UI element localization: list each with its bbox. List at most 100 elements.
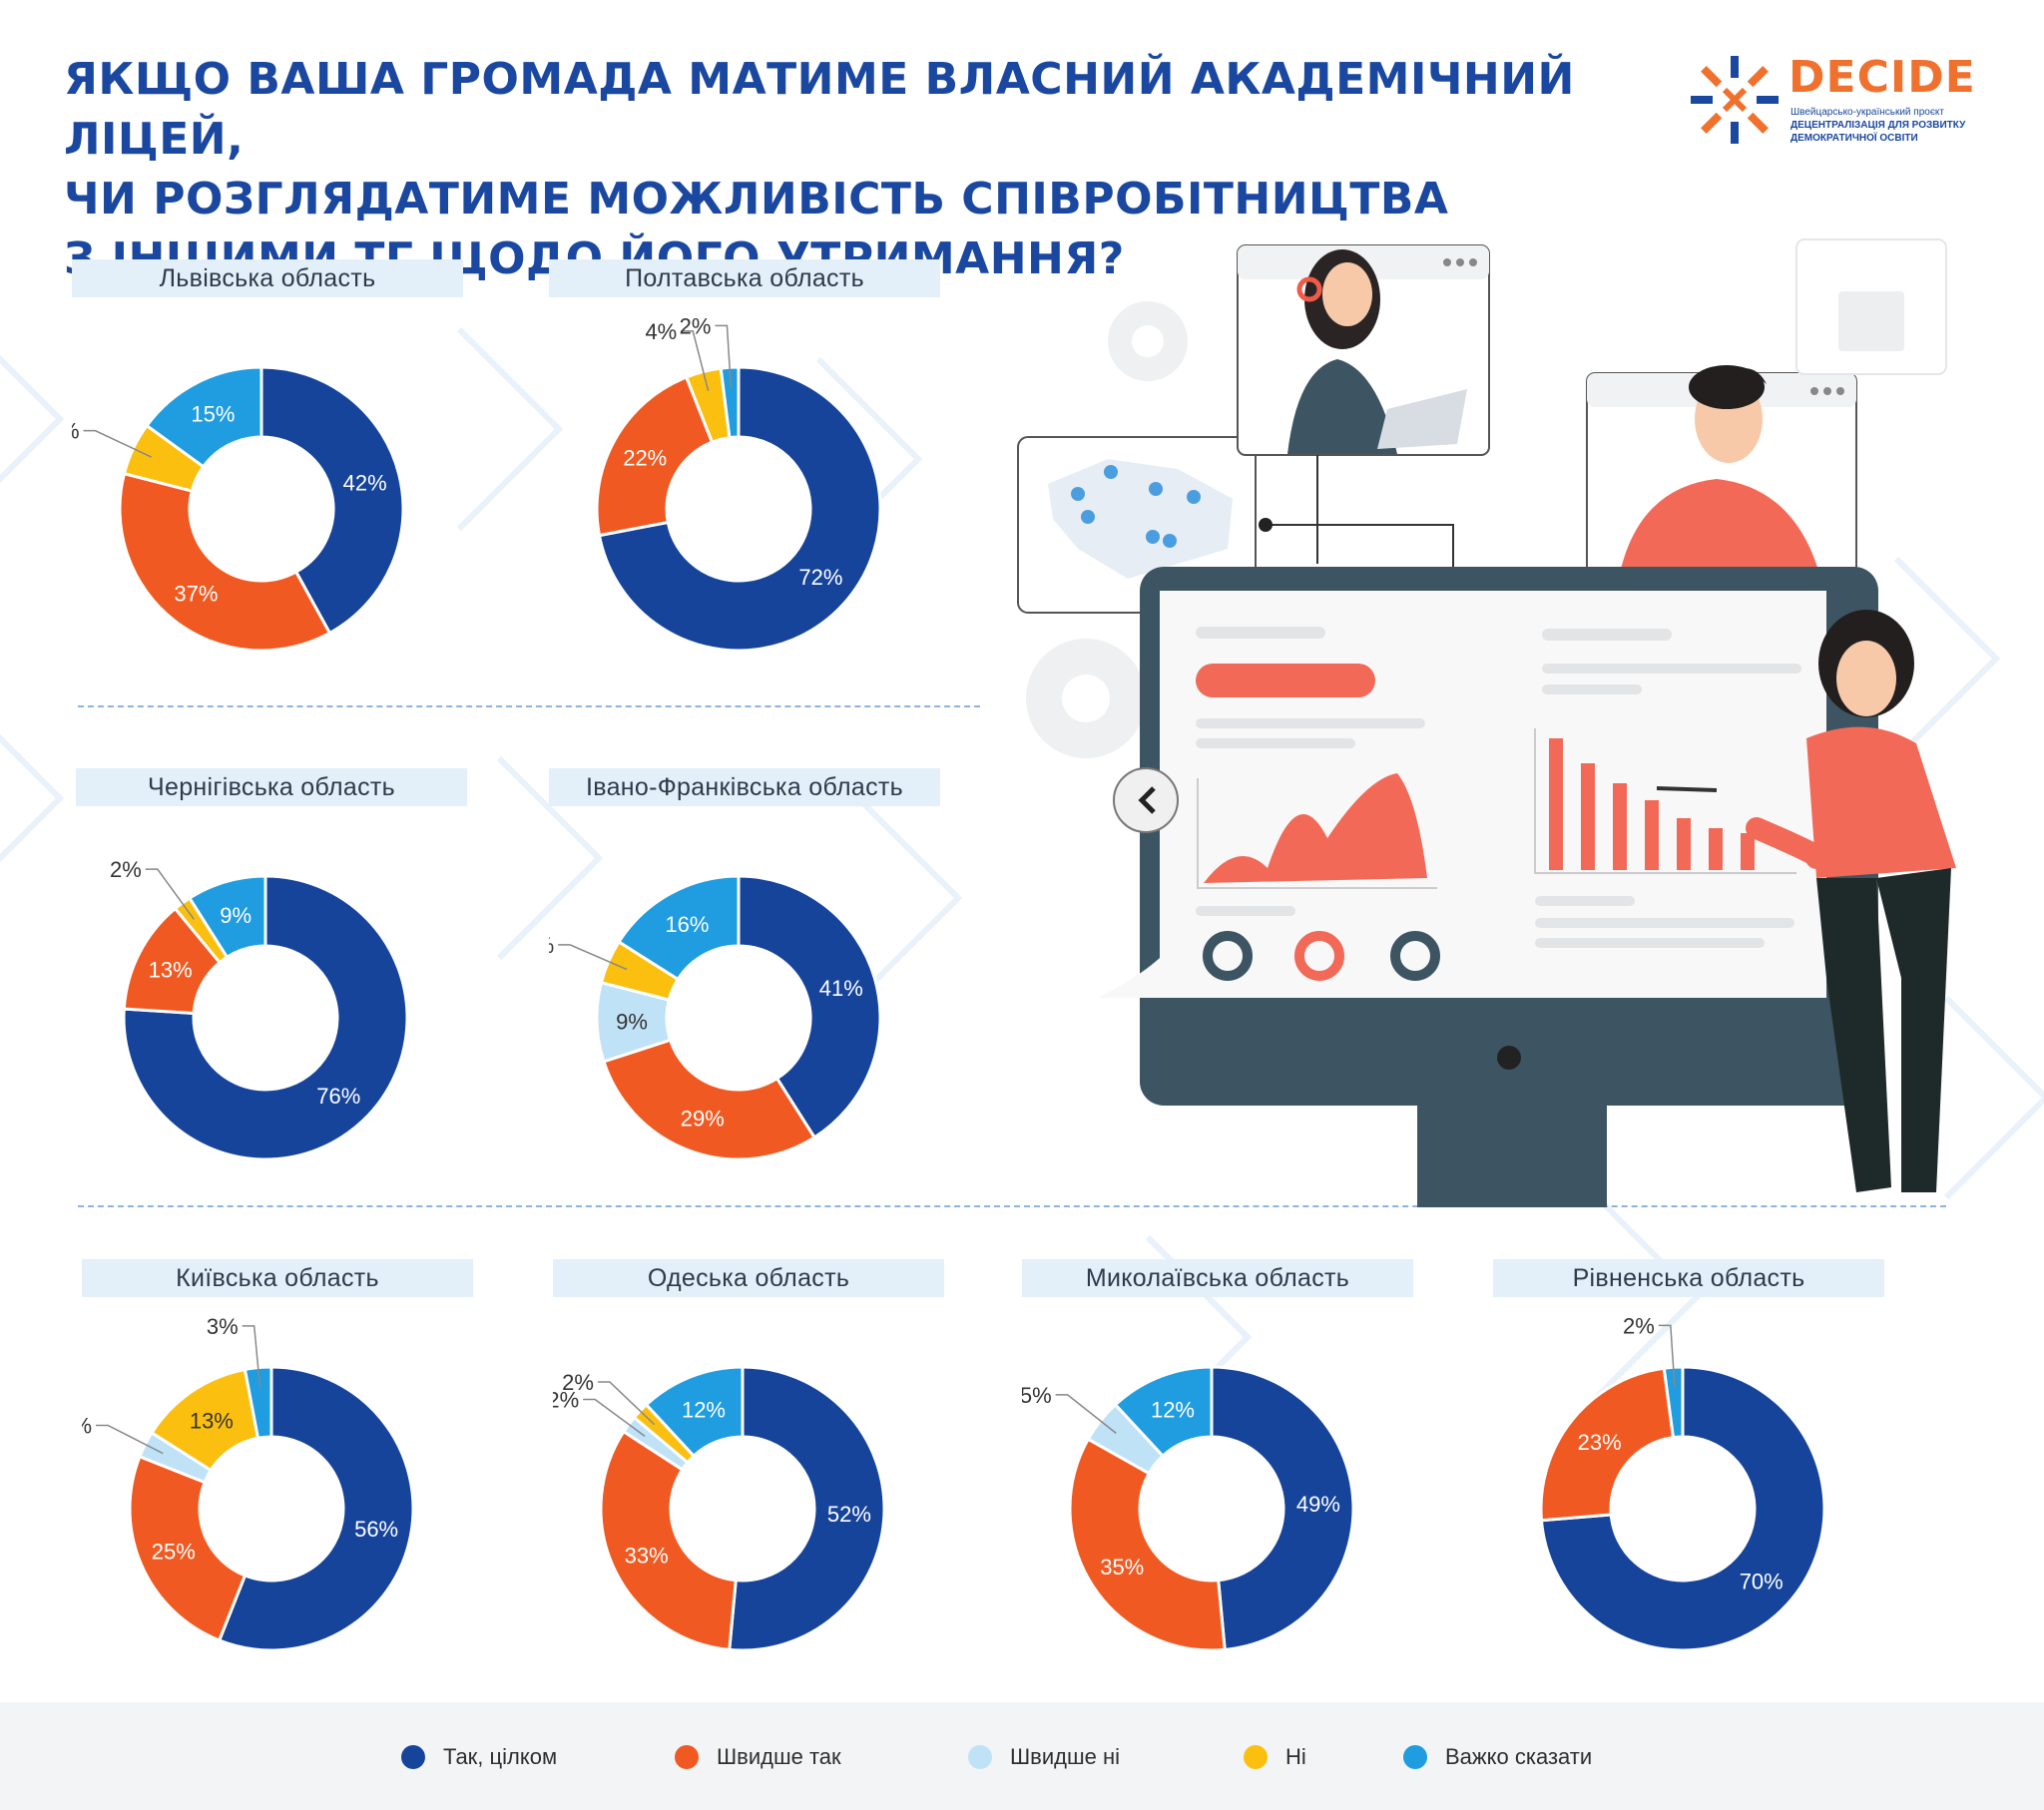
data-label: 2% [110, 857, 142, 882]
slice-так-цілком [1210, 1365, 1355, 1652]
data-label: 23% [1578, 1430, 1622, 1455]
legend-label: Так, цілком [443, 1744, 558, 1769]
donut-svg: 49% 35% 5% 12% [1022, 1365, 1355, 1652]
donut-svg: 56% 25% 3% 13% 3% [82, 1314, 415, 1652]
donut-chart-poltava: Полтавська область 72% 22% 4% 2% [549, 259, 948, 659]
data-label: 56% [354, 1517, 398, 1542]
data-label: 15% [191, 402, 235, 427]
donut-chart-kyiv: Київська область 56% 25% 3% 13% 3% [82, 1259, 481, 1658]
leader-line [1055, 1394, 1117, 1434]
legend-swatch [675, 1745, 699, 1769]
data-label: 2% [553, 1387, 579, 1412]
donut-svg: 70% 23% 2% [1539, 1313, 1826, 1652]
data-label: 4% [645, 319, 677, 344]
data-label: 2% [1623, 1313, 1655, 1338]
slice-важко-сказати [243, 1365, 273, 1441]
slice-так-цілком [728, 1365, 886, 1652]
data-label: 12% [682, 1397, 726, 1422]
legend-swatch [1244, 1745, 1268, 1769]
data-label: 72% [798, 565, 842, 590]
donut-chart-mykolaiv: Миколаївська область 49% 35% 5% 12% [1022, 1259, 1421, 1658]
data-label: 9% [220, 903, 252, 928]
slice-швидше-так [1068, 1437, 1227, 1652]
leader-line [558, 944, 628, 971]
region-label: Львівська область [72, 259, 463, 297]
slice-швидше-так [595, 375, 715, 538]
slice-так-цілком [217, 1365, 415, 1652]
logo-subtitle-line-2: ДЕЦЕНТРАЛІЗАЦІЯ ДЛЯ РОЗВИТКУ [1790, 120, 1966, 131]
legend-swatch [1403, 1745, 1427, 1769]
data-label: 9% [616, 1009, 648, 1034]
slice-так-цілком [122, 874, 409, 1161]
data-label: 5% [1022, 1383, 1052, 1408]
data-label: 3% [207, 1314, 239, 1339]
slice-швидше-так [1539, 1366, 1676, 1523]
donut-svg: 52% 33% 2%2% 12% [553, 1365, 886, 1652]
legend-swatch [968, 1745, 992, 1769]
data-label: 29% [681, 1107, 725, 1131]
leader-line [83, 429, 152, 458]
presentation-illustration [1017, 238, 1956, 1207]
slice-швидше-так [128, 1454, 248, 1642]
data-label: 3% [82, 1413, 92, 1438]
region-label: Миколаївська область [1022, 1259, 1413, 1297]
slice-важко-сказати [1113, 1365, 1214, 1459]
slice-так-цілком [597, 365, 882, 653]
data-label: 2% [680, 313, 712, 338]
title-line-1: ЯКЩО ВАША ГРОМАДА МАТИМЕ ВЛАСНИЙ АКАДЕМІ… [64, 54, 1575, 165]
slice-важко-сказати [1662, 1365, 1685, 1440]
slice-важко-сказати [617, 874, 741, 982]
data-label: 37% [174, 582, 218, 607]
leader-line [96, 1424, 164, 1455]
legend: Так, цілком Швидше так Швидше ні Ні Важк… [0, 1702, 2044, 1810]
slice-швидше-так [602, 1038, 817, 1161]
logo-name: DECIDE [1788, 52, 1976, 103]
data-label: 25% [152, 1539, 196, 1564]
data-label: 13% [190, 1409, 234, 1434]
legend-swatch [401, 1745, 425, 1769]
leader-line [583, 1398, 646, 1437]
region-label: Івано-Франківська область [549, 768, 940, 806]
legend-item-rather-no: Швидше ні [968, 1744, 1120, 1770]
logo-subtitle-line-1: Швейцарсько-український проєкт [1790, 107, 1944, 118]
data-label: 5% [549, 933, 554, 958]
legend-label: Швидше ні [1010, 1744, 1121, 1769]
legend-label: Швидше так [717, 1744, 841, 1769]
donut-chart-chernihiv: Чернігівська область 76% 13% 2% 9% [76, 768, 475, 1167]
legend-item-yes-fully: Так, цілком [401, 1744, 557, 1770]
donut-chart-rivne: Рівненська область 70% 23% 2% [1493, 1259, 1892, 1658]
snowflake-logo-icon [1691, 56, 1779, 144]
slice-так-цілком [1539, 1365, 1826, 1652]
slice-важко-сказати [719, 365, 741, 440]
slice-швидше-так [118, 471, 332, 653]
donut-chart-ivano-frankivsk: Івано-Франківська область 41% 29% 9% 5% 16% [549, 768, 948, 1167]
slice-важко-сказати [187, 874, 267, 960]
title-line-2: ЧИ РОЗГЛЯДАТИМЕ МОЖЛИВІСТЬ СПІВРОБІТНИЦТ… [64, 174, 1449, 225]
slice-важко-сказати [644, 1365, 745, 1459]
legend-label: Важко сказати [1445, 1744, 1593, 1769]
legend-item-no: Ні [1244, 1744, 1306, 1770]
data-label: 12% [1151, 1397, 1195, 1422]
slice-так-цілком [737, 874, 882, 1139]
legend-label: Ні [1285, 1744, 1306, 1769]
data-label: 13% [149, 957, 193, 982]
data-label: 52% [827, 1502, 871, 1527]
data-label: 22% [623, 445, 667, 470]
region-label: Чернігівська область [76, 768, 467, 806]
donut-svg: 42% 37% 6% 15% [72, 365, 405, 653]
leader-line [715, 324, 733, 388]
slice-так-цілком [259, 365, 405, 636]
data-label: 70% [1740, 1569, 1784, 1593]
donut-svg: 41% 29% 9% 5% 16% [549, 874, 882, 1161]
region-label: Одеська область [553, 1259, 944, 1297]
donut-svg: 72% 22% 4% 2% [595, 313, 882, 653]
data-label: 33% [625, 1544, 669, 1569]
logo-subtitle-line-3: ДЕМОКРАТИЧНОЇ ОСВІТИ [1790, 133, 1918, 144]
donut-chart-lviv: Львівська область 42% 37% 6% 15% [72, 259, 471, 659]
logo-subtitle: Швейцарсько-український проєкт ДЕЦЕНТРАЛ… [1790, 106, 1990, 145]
data-label: 2% [562, 1370, 594, 1395]
region-label: Полтавська область [549, 259, 940, 297]
leader-line [681, 330, 710, 392]
data-label: 41% [819, 976, 863, 1001]
divider-top [78, 705, 980, 707]
